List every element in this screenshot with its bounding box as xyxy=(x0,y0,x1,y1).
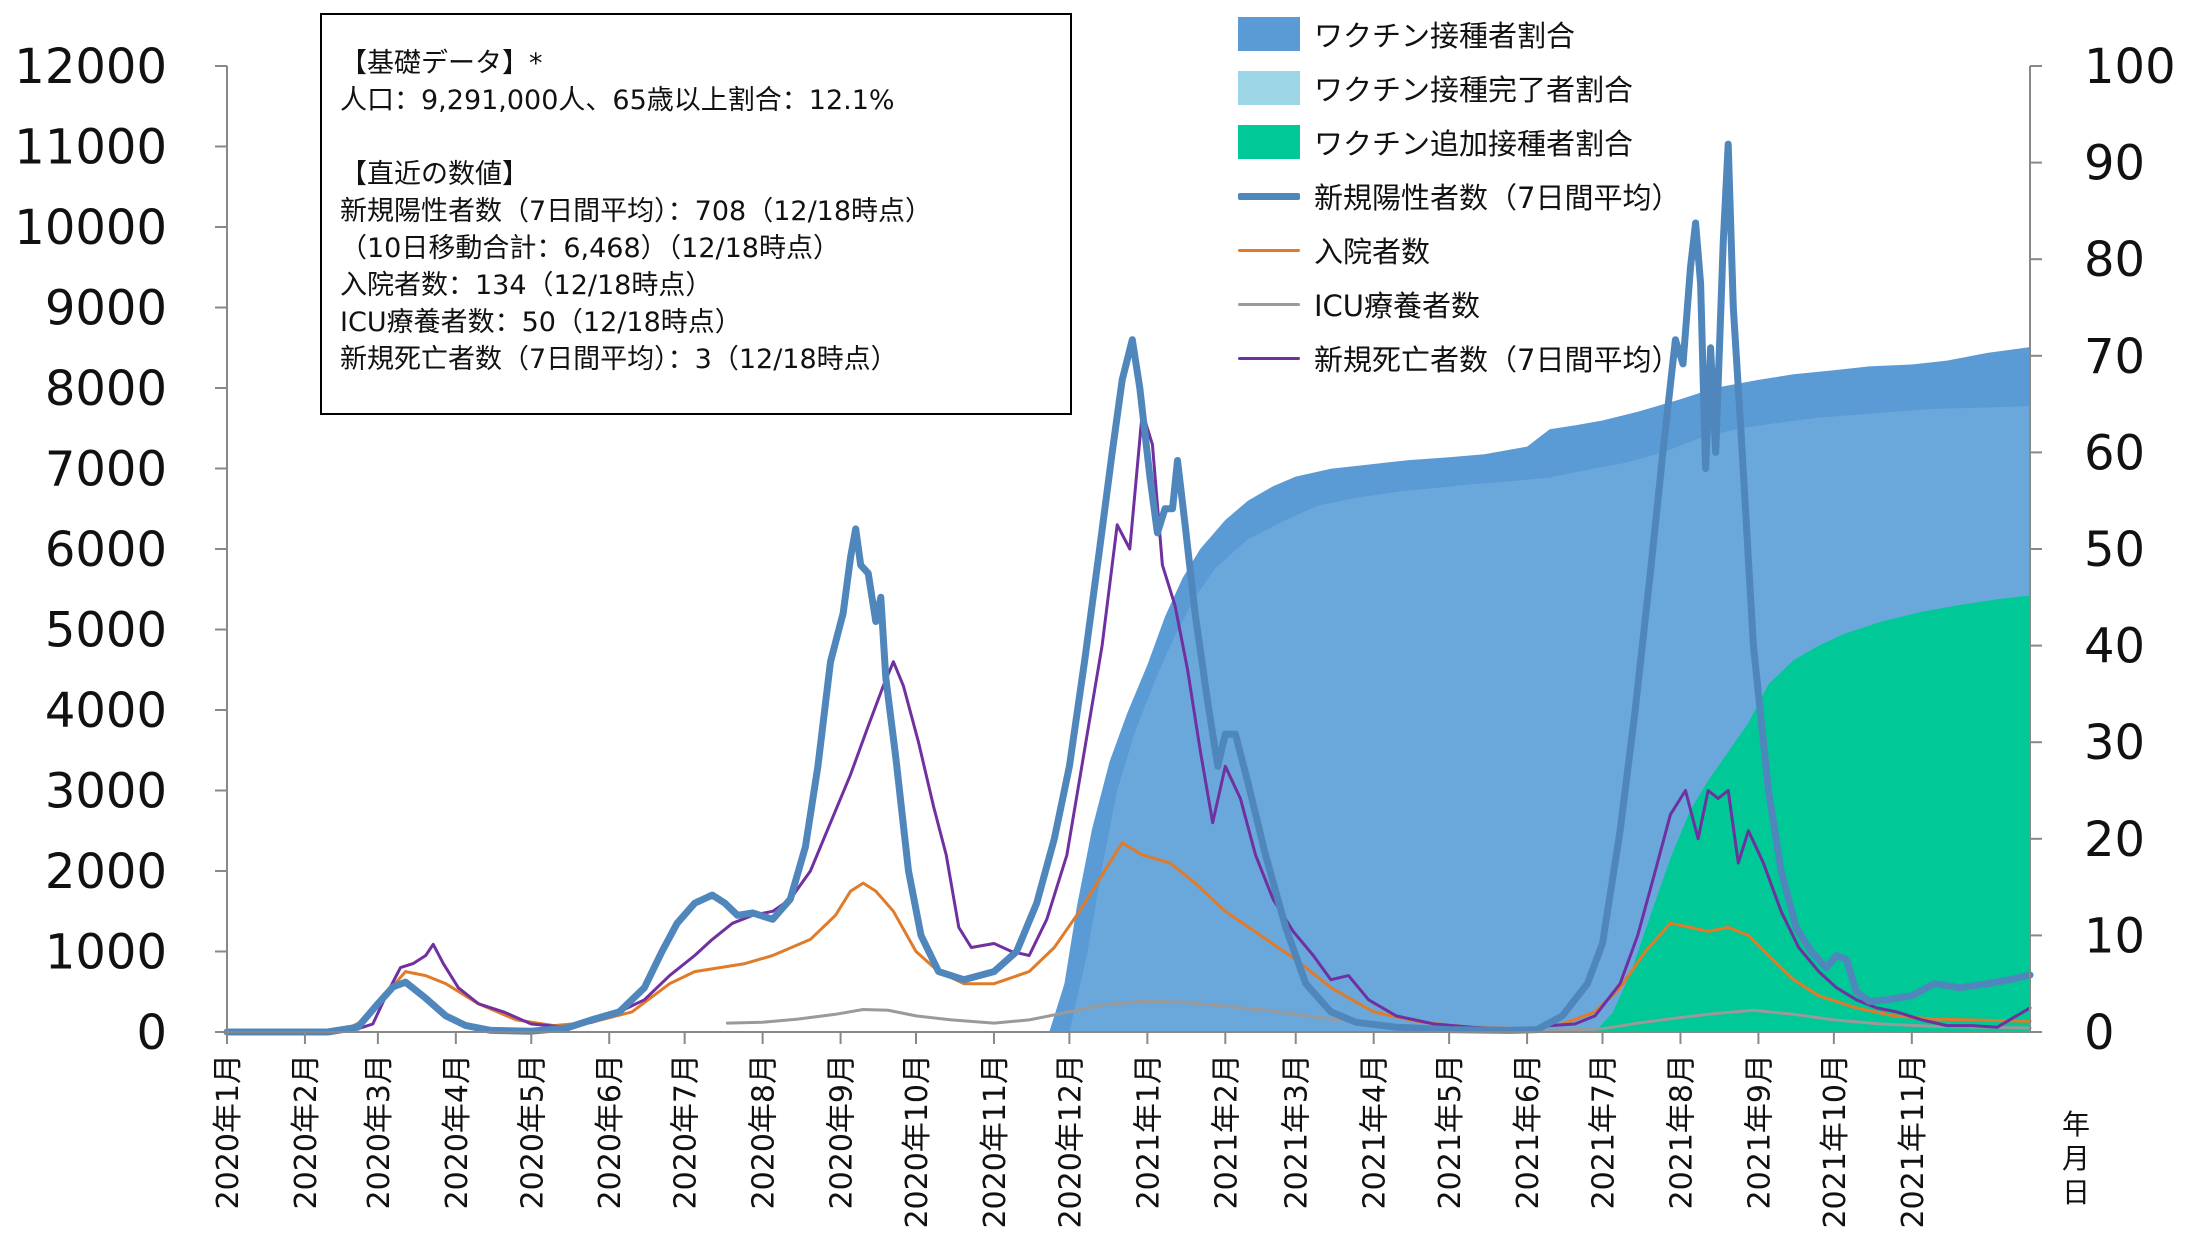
y-right-tick-label: 0 xyxy=(2084,1005,2115,1061)
legend-item: 新規陽性者数（7日間平均） xyxy=(1238,176,1680,216)
info-line: ICU療養者数：50（12/18時点） xyxy=(340,307,742,338)
y-left-tick-label: 12000 xyxy=(14,39,167,95)
y-left-tick-label: 1000 xyxy=(45,925,167,981)
y-right-tick-label: 60 xyxy=(2084,425,2145,481)
info-line: （10日移動合計：6,468）（12/18時点） xyxy=(340,233,840,264)
x-unit-label: 日 xyxy=(2062,1176,2090,1209)
x-tick-label: 2021年3月 xyxy=(1280,1054,1315,1209)
y-right-tick-label: 20 xyxy=(2084,812,2145,868)
x-tick-label: 2020年11月 xyxy=(978,1054,1013,1229)
info-line: 【直近の数値】 xyxy=(340,159,529,190)
info-line: 人口：9,291,000人、65歳以上割合：12.1% xyxy=(340,85,895,116)
legend-item: ワクチン追加接種者割合 xyxy=(1238,122,1633,162)
x-tick-label: 2021年8月 xyxy=(1665,1054,1700,1209)
x-tick-label: 2021年9月 xyxy=(1742,1054,1777,1209)
x-tick-label: 2020年10月 xyxy=(900,1054,935,1229)
x-tick-label: 2020年2月 xyxy=(289,1054,324,1209)
x-unit-label: 年 xyxy=(2062,1108,2090,1141)
legend-label: 新規死亡者数（7日間平均） xyxy=(1314,343,1681,377)
info-line: 入院者数：134（12/18時点） xyxy=(340,270,713,301)
y-left-tick-label: 6000 xyxy=(45,522,167,578)
legend-label: 入院者数 xyxy=(1314,235,1431,269)
y-right-tick-label: 30 xyxy=(2084,715,2145,771)
legend-label: 新規陽性者数（7日間平均） xyxy=(1314,181,1681,215)
legend-item: ワクチン接種者割合 xyxy=(1238,14,1575,54)
legend-item: ICU療養者数 xyxy=(1238,284,1480,324)
y-left-tick-label: 10000 xyxy=(14,200,167,256)
legend-swatch xyxy=(1238,125,1300,159)
axes-group: 0100020003000400050006000700080009000100… xyxy=(14,39,2175,1229)
x-tick-label: 2021年7月 xyxy=(1587,1054,1622,1209)
y-right-tick-label: 90 xyxy=(2084,136,2145,192)
x-tick-label: 2020年6月 xyxy=(593,1054,628,1209)
y-left-tick-label: 11000 xyxy=(14,120,167,176)
legend-swatch xyxy=(1238,302,1300,306)
y-right-tick-label: 50 xyxy=(2084,522,2145,578)
legend-swatch xyxy=(1238,192,1300,200)
y-left-tick-label: 5000 xyxy=(45,603,167,659)
legend-label: ワクチン追加接種者割合 xyxy=(1314,127,1634,161)
x-tick-label: 2020年8月 xyxy=(747,1054,782,1209)
x-tick-label: 2021年2月 xyxy=(1209,1054,1244,1209)
y-left-tick-label: 8000 xyxy=(45,361,167,417)
y-right-tick-label: 40 xyxy=(2084,619,2145,675)
legend-swatch xyxy=(1238,248,1300,252)
x-tick-label: 2020年5月 xyxy=(515,1054,550,1209)
x-tick-label: 2021年4月 xyxy=(1358,1054,1393,1209)
y-right-tick-label: 80 xyxy=(2084,232,2145,288)
y-left-tick-label: 0 xyxy=(136,1005,167,1061)
x-tick-label: 2021年5月 xyxy=(1433,1054,1468,1209)
x-tick-label: 2021年10月 xyxy=(1818,1054,1853,1229)
x-tick-label: 2020年4月 xyxy=(440,1054,475,1209)
y-left-tick-label: 9000 xyxy=(45,281,167,337)
y-left-tick-label: 3000 xyxy=(45,764,167,820)
y-left-tick-label: 4000 xyxy=(45,683,167,739)
legend-swatch xyxy=(1238,356,1300,360)
x-tick-label: 2021年6月 xyxy=(1511,1054,1546,1209)
legend-item: 新規死亡者数（7日間平均） xyxy=(1238,338,1680,378)
y-right-tick-label: 100 xyxy=(2084,39,2176,95)
info-line: 新規陽性者数（7日間平均）：708（12/18時点） xyxy=(340,196,933,227)
area-series-group xyxy=(1049,347,2030,1033)
x-tick-label: 2020年7月 xyxy=(669,1054,704,1209)
legend-label: ワクチン接種者割合 xyxy=(1314,19,1576,53)
info-line: 新規死亡者数（7日間平均）：3（12/18時点） xyxy=(340,344,898,375)
info-gap xyxy=(340,119,1070,156)
x-tick-label: 2021年1月 xyxy=(1131,1054,1166,1209)
x-tick-label: 2020年12月 xyxy=(1053,1054,1088,1229)
legend-item: 入院者数 xyxy=(1238,230,1430,270)
legend-item: ワクチン接種完了者割合 xyxy=(1238,68,1633,108)
legend-swatch xyxy=(1238,71,1300,105)
line-series-0 xyxy=(223,140,2034,1036)
info-box: 【基礎データ】* 人口：9,291,000人、65歳以上割合：12.1% 【直近の数… xyxy=(320,13,1072,415)
y-left-tick-label: 7000 xyxy=(45,442,167,498)
legend-swatch xyxy=(1238,17,1300,51)
line-series-2 xyxy=(725,999,2032,1032)
y-right-tick-label: 10 xyxy=(2084,908,2145,964)
x-tick-label: 2021年11月 xyxy=(1896,1054,1931,1229)
x-tick-label: 2020年3月 xyxy=(362,1054,397,1209)
y-left-tick-label: 2000 xyxy=(45,844,167,900)
y-right-tick-label: 70 xyxy=(2084,329,2145,385)
legend-label: ワクチン接種完了者割合 xyxy=(1314,73,1634,107)
legend-label: ICU療養者数 xyxy=(1314,289,1481,323)
x-unit-label: 月 xyxy=(2062,1142,2090,1175)
x-tick-label: 2020年9月 xyxy=(825,1054,860,1209)
x-tick-label: 2020年1月 xyxy=(211,1054,246,1209)
info-line: 【基礎データ】* xyxy=(340,48,543,79)
area-series-2 xyxy=(1595,595,2030,1032)
line-series-group xyxy=(223,140,2034,1036)
